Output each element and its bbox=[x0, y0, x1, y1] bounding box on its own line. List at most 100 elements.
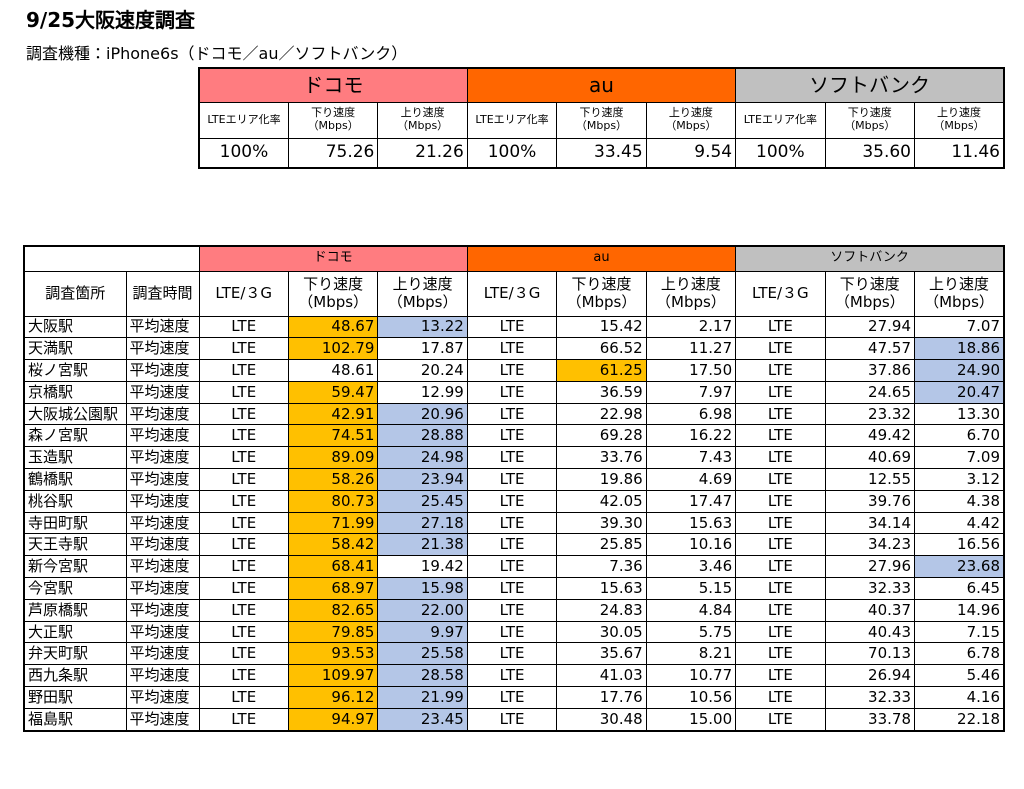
value-cell: 13.30 bbox=[914, 402, 1005, 426]
header-line: （Mbps） bbox=[298, 292, 369, 311]
header-line: （Mbps） bbox=[656, 292, 726, 311]
column-header: LTE/３G bbox=[198, 270, 289, 317]
data-row: 弁天町駅 平均速度 LTE 93.53 25.58 LTE 35.67 8.21 LTE 70.1… bbox=[23, 642, 1005, 666]
value-cell: 47.57 bbox=[824, 337, 916, 361]
value-cell: 4.38 bbox=[914, 489, 1005, 513]
value-cell: LTE bbox=[198, 468, 289, 491]
summary-table: ドコモ au ソフトバンク LTEエリア化率 下り速度 （Mbps） 上り速度 （Mbps） L… bbox=[198, 67, 1005, 169]
value-cell: 82.65 bbox=[287, 598, 379, 622]
value-cell: 25.58 bbox=[377, 642, 468, 666]
value-cell: 7.15 bbox=[914, 620, 1005, 644]
station-cell: 芦原橋駅 bbox=[23, 598, 127, 622]
header-line: 上り速度 bbox=[400, 106, 445, 120]
station-cell: 桃谷駅 bbox=[23, 489, 127, 513]
time-cell: 平均速度 bbox=[125, 555, 200, 579]
column-header: LTEエリア化率 bbox=[466, 101, 558, 139]
station-cell: 新今宮駅 bbox=[23, 555, 127, 579]
value-cell: 9.54 bbox=[645, 137, 737, 169]
value-cell: 6.98 bbox=[645, 402, 737, 426]
time-cell: 平均速度 bbox=[125, 489, 200, 513]
value-cell: 7.43 bbox=[645, 446, 737, 470]
time-cell: 平均速度 bbox=[125, 424, 200, 448]
value-cell: 36.59 bbox=[556, 380, 647, 404]
value-cell: 20.96 bbox=[377, 402, 468, 426]
value-cell: 21.38 bbox=[377, 533, 468, 557]
column-header: 下り速度 （Mbps） bbox=[824, 101, 916, 139]
value-cell: LTE bbox=[198, 359, 289, 382]
value-cell: 26.94 bbox=[824, 664, 916, 688]
value-cell: 71.99 bbox=[287, 511, 379, 535]
subheader-row: 調査箇所 調査時間 LTE/３G 下り速度 （Mbps） 上り速度 （Mbps） LTE/３G… bbox=[23, 270, 1005, 317]
value-cell: 17.50 bbox=[645, 359, 737, 382]
value-cell: 24.83 bbox=[556, 598, 647, 622]
column-header: 下り速度 （Mbps） bbox=[287, 101, 379, 139]
value-cell: 22.00 bbox=[377, 598, 468, 622]
value-cell: LTE bbox=[466, 424, 558, 448]
value-cell: 25.85 bbox=[556, 533, 647, 557]
value-cell: LTE bbox=[198, 686, 289, 709]
header-line: 上り速度 bbox=[928, 275, 989, 294]
time-cell: 平均速度 bbox=[125, 315, 200, 339]
value-cell: 35.60 bbox=[824, 137, 916, 169]
time-cell: 平均速度 bbox=[125, 380, 200, 404]
value-cell: 4.84 bbox=[645, 598, 737, 622]
station-cell: 桜ノ宮駅 bbox=[23, 359, 127, 382]
station-cell: 鶴橋駅 bbox=[23, 468, 127, 491]
value-cell: 37.86 bbox=[824, 359, 916, 382]
value-cell: 109.97 bbox=[287, 664, 379, 688]
value-cell: 70.13 bbox=[824, 642, 916, 666]
value-cell: 30.05 bbox=[556, 620, 647, 644]
subtitle: 調査機種：iPhone6s（ドコモ／au／ソフトバンク） bbox=[26, 44, 408, 63]
time-cell: 平均速度 bbox=[125, 598, 200, 622]
value-cell: LTE bbox=[735, 707, 826, 732]
value-cell: 61.25 bbox=[556, 359, 647, 382]
data-row: 天王寺駅 平均速度 LTE 58.42 21.38 LTE 25.85 10.16 LTE 34.… bbox=[23, 533, 1005, 557]
column-header: 上り速度 （Mbps） bbox=[377, 270, 468, 317]
column-header: LTEエリア化率 bbox=[735, 101, 826, 139]
data-row: 今宮駅 平均速度 LTE 68.97 15.98 LTE 15.63 5.15 LTE 32.33… bbox=[23, 577, 1005, 600]
header-line: 下り速度 bbox=[311, 106, 356, 120]
value-cell: 69.28 bbox=[556, 424, 647, 448]
value-cell: 9.97 bbox=[377, 620, 468, 644]
data-row: 新今宮駅 平均速度 LTE 68.41 19.42 LTE 7.36 3.46 LTE 27.96… bbox=[23, 555, 1005, 579]
value-cell: 48.61 bbox=[287, 359, 379, 382]
station-cell: 野田駅 bbox=[23, 686, 127, 709]
value-cell: 4.16 bbox=[914, 686, 1005, 709]
value-cell: 28.58 bbox=[377, 664, 468, 688]
value-cell: 10.16 bbox=[645, 533, 737, 557]
header-line: （Mbps） bbox=[566, 292, 637, 311]
value-cell: 22.98 bbox=[556, 402, 647, 426]
time-cell: 平均速度 bbox=[125, 446, 200, 470]
data-row: 福島駅 平均速度 LTE 94.97 23.45 LTE 30.48 15.00 LTE 33.7… bbox=[23, 707, 1005, 732]
header-line: LTEエリア化率 bbox=[475, 112, 549, 126]
value-cell: 8.21 bbox=[645, 642, 737, 666]
value-cell: 100% bbox=[198, 137, 289, 169]
value-cell: LTE bbox=[466, 402, 558, 426]
value-cell: 25.45 bbox=[377, 489, 468, 513]
value-cell: 17.87 bbox=[377, 337, 468, 361]
value-cell: LTE bbox=[198, 424, 289, 448]
value-cell: 16.56 bbox=[914, 533, 1005, 557]
header-line: 下り速度 bbox=[579, 106, 624, 120]
header-line: （Mbps） bbox=[397, 119, 449, 132]
column-header: 上り速度 （Mbps） bbox=[914, 270, 1005, 317]
column-header: 調査時間 bbox=[125, 270, 200, 317]
data-row: 大阪城公園駅 平均速度 LTE 42.91 20.96 LTE 22.98 6.98 LTE 23… bbox=[23, 402, 1005, 426]
value-cell: LTE bbox=[735, 468, 826, 491]
value-cell: 14.96 bbox=[914, 598, 1005, 622]
station-cell: 大阪駅 bbox=[23, 315, 127, 339]
value-cell: 79.85 bbox=[287, 620, 379, 644]
column-header: 上り速度 （Mbps） bbox=[914, 101, 1005, 139]
value-cell: 48.67 bbox=[287, 315, 379, 339]
value-cell: LTE bbox=[466, 380, 558, 404]
value-cell: LTE bbox=[466, 533, 558, 557]
value-cell: LTE bbox=[735, 533, 826, 557]
column-header: 調査箇所 bbox=[23, 270, 127, 317]
station-cell: 天王寺駅 bbox=[23, 533, 127, 557]
value-cell: 74.51 bbox=[287, 424, 379, 448]
column-header: 下り速度 （Mbps） bbox=[556, 270, 647, 317]
value-cell: 15.98 bbox=[377, 577, 468, 600]
value-cell: LTE bbox=[466, 315, 558, 339]
value-cell: 68.41 bbox=[287, 555, 379, 579]
